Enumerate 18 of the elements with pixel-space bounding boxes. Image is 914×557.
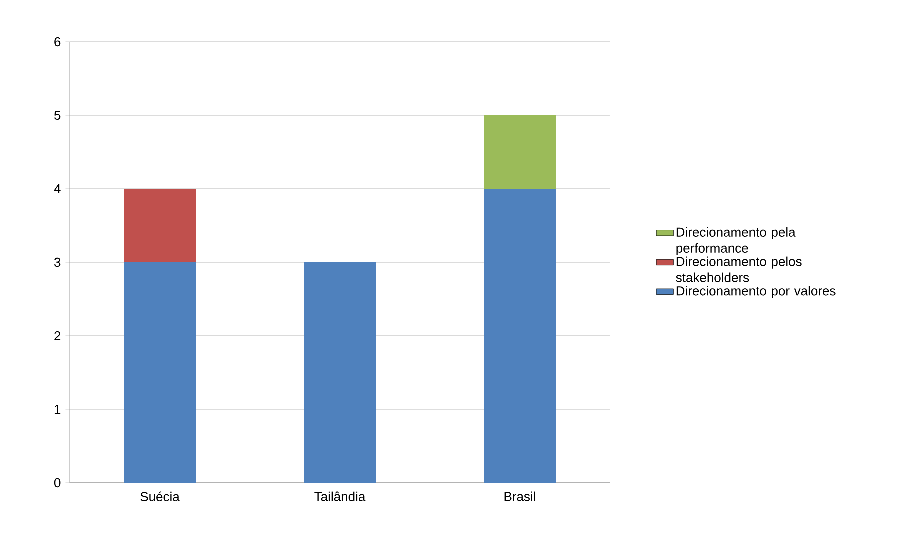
- y-tick-label: 1: [54, 405, 61, 414]
- y-tick-label: 4: [54, 184, 61, 194]
- bar: [304, 262, 376, 483]
- bar: [124, 262, 196, 483]
- x-tick-label: Suécia: [140, 492, 180, 502]
- legend-label: Direcionamento pelos stakeholders: [676, 256, 802, 282]
- bar: [124, 188, 196, 262]
- bar: [484, 188, 556, 483]
- x-tick-label: Brasil: [504, 492, 536, 502]
- legend-label: Direcionamento por valores: [676, 286, 836, 298]
- bar: [484, 116, 556, 189]
- legend-label: Direcionamento pela performance: [676, 227, 796, 256]
- y-tick-label: 6: [54, 37, 61, 47]
- y-tick-label: 5: [54, 110, 61, 120]
- y-tick-label: 2: [54, 331, 61, 341]
- y-tick-label: 3: [54, 258, 61, 268]
- x-tick-label: Tailândia: [314, 492, 366, 502]
- y-tick-label: 0: [54, 478, 61, 488]
